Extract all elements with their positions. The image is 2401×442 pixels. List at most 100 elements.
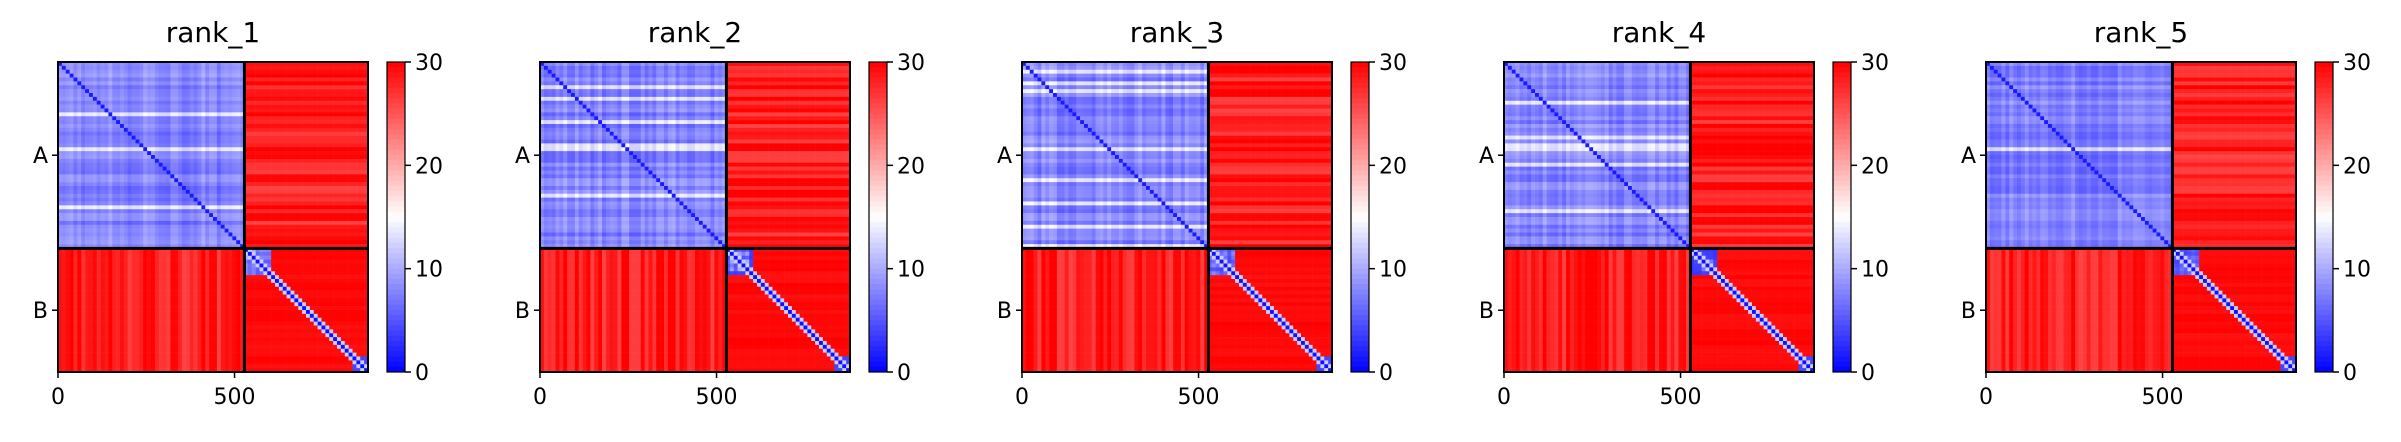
heatmap-cell <box>244 89 249 94</box>
heatmap-cell <box>317 104 322 109</box>
heatmap-cell <box>112 228 117 233</box>
heatmap-cell <box>309 69 315 74</box>
heatmap-cell <box>356 244 361 249</box>
heatmap-cell <box>162 193 167 198</box>
heatmap-cell <box>240 244 245 249</box>
heatmap-cell <box>127 251 132 257</box>
heatmap-cell <box>364 151 369 156</box>
heatmap-cell <box>89 108 94 113</box>
heatmap-cell <box>92 213 98 218</box>
heatmap-cell <box>96 139 101 144</box>
heatmap-cell <box>143 135 148 140</box>
heatmap-cell <box>321 186 326 191</box>
heatmap-cell <box>344 209 349 214</box>
heatmap-cell <box>329 96 334 102</box>
heatmap-cell <box>298 104 303 109</box>
heatmap-cell <box>228 116 233 121</box>
heatmap-cell <box>333 298 338 303</box>
heatmap-cell <box>147 279 152 284</box>
heatmap-cell <box>151 85 156 90</box>
heatmap-cell <box>244 65 249 71</box>
heatmap-cell <box>108 162 113 167</box>
heatmap-cell <box>166 217 171 222</box>
heatmap-cell <box>120 170 125 175</box>
heatmap-cell <box>224 108 229 113</box>
heatmap-cell <box>271 217 276 222</box>
heatmap-cell <box>216 143 222 148</box>
heatmap-cell <box>263 131 268 136</box>
heatmap-cell <box>205 178 210 183</box>
heatmap-cell <box>247 89 253 94</box>
heatmap-cell <box>271 147 276 152</box>
heatmap-cell <box>255 104 260 109</box>
heatmap-cell <box>174 255 179 260</box>
heatmap-cell <box>213 65 218 71</box>
heatmap-cell <box>340 217 346 222</box>
heatmap-cell <box>313 271 318 276</box>
heatmap-cell <box>309 124 315 129</box>
heatmap-cell <box>360 158 365 164</box>
heatmap-cell <box>364 120 369 125</box>
heatmap-cell <box>162 182 167 187</box>
heatmap-cell <box>197 193 202 198</box>
heatmap-cell <box>178 232 183 237</box>
heatmap-cell <box>135 302 140 307</box>
heatmap-cell <box>278 224 284 229</box>
heatmap-cell <box>228 174 233 179</box>
heatmap-cell <box>85 116 90 121</box>
heatmap-cell <box>244 189 249 195</box>
heatmap-cell <box>120 282 125 288</box>
heatmap-cell <box>139 197 144 202</box>
heatmap-cell <box>89 127 94 133</box>
heatmap-cell <box>340 251 346 257</box>
heatmap-cell <box>294 166 299 171</box>
heatmap-cell <box>251 170 256 175</box>
heatmap-cell <box>298 85 303 90</box>
heatmap-cell <box>73 151 78 156</box>
heatmap-cell <box>139 124 144 129</box>
heatmap-cell <box>286 228 291 233</box>
heatmap-cell <box>69 96 74 102</box>
heatmap-cell <box>220 205 225 210</box>
heatmap-cell <box>309 182 315 187</box>
heatmap-cell <box>69 205 74 210</box>
heatmap-cell <box>158 131 163 136</box>
heatmap-cell <box>77 259 82 264</box>
heatmap-cell <box>298 217 303 222</box>
heatmap-cell <box>197 220 202 226</box>
heatmap-cell <box>205 81 210 86</box>
heatmap-cell <box>96 201 101 206</box>
heatmap-cell <box>251 213 256 218</box>
heatmap-cell <box>244 236 249 241</box>
heatmap-cell <box>286 275 291 280</box>
heatmap-cell <box>224 151 229 156</box>
heatmap-cell <box>81 263 86 268</box>
heatmap-cell <box>85 236 90 241</box>
heatmap-cell <box>131 93 136 98</box>
heatmap-cell <box>127 96 132 102</box>
heatmap-cell <box>85 131 90 136</box>
heatmap-cell <box>151 155 156 160</box>
heatmap-cell <box>298 236 303 241</box>
heatmap-cell <box>247 294 253 299</box>
heatmap-cell <box>232 263 237 268</box>
heatmap-cell <box>356 127 361 133</box>
heatmap-cell <box>170 240 175 245</box>
heatmap-cell <box>309 286 315 291</box>
heatmap-cell <box>139 286 144 291</box>
heatmap-cell <box>306 131 311 136</box>
heatmap-cell <box>348 224 353 229</box>
heatmap-cell <box>182 77 187 82</box>
heatmap-cell <box>263 143 268 148</box>
heatmap-cell <box>112 100 117 105</box>
heatmap-cell <box>147 228 152 233</box>
heatmap-cell <box>89 96 94 102</box>
heatmap-cell <box>340 240 346 245</box>
heatmap-cell <box>302 89 307 94</box>
heatmap-cell <box>286 108 291 113</box>
heatmap-cell <box>220 290 225 295</box>
heatmap-cell <box>127 217 132 222</box>
heatmap-cell <box>116 131 121 136</box>
heatmap-cell <box>85 170 90 175</box>
heatmap-cell <box>255 240 260 245</box>
